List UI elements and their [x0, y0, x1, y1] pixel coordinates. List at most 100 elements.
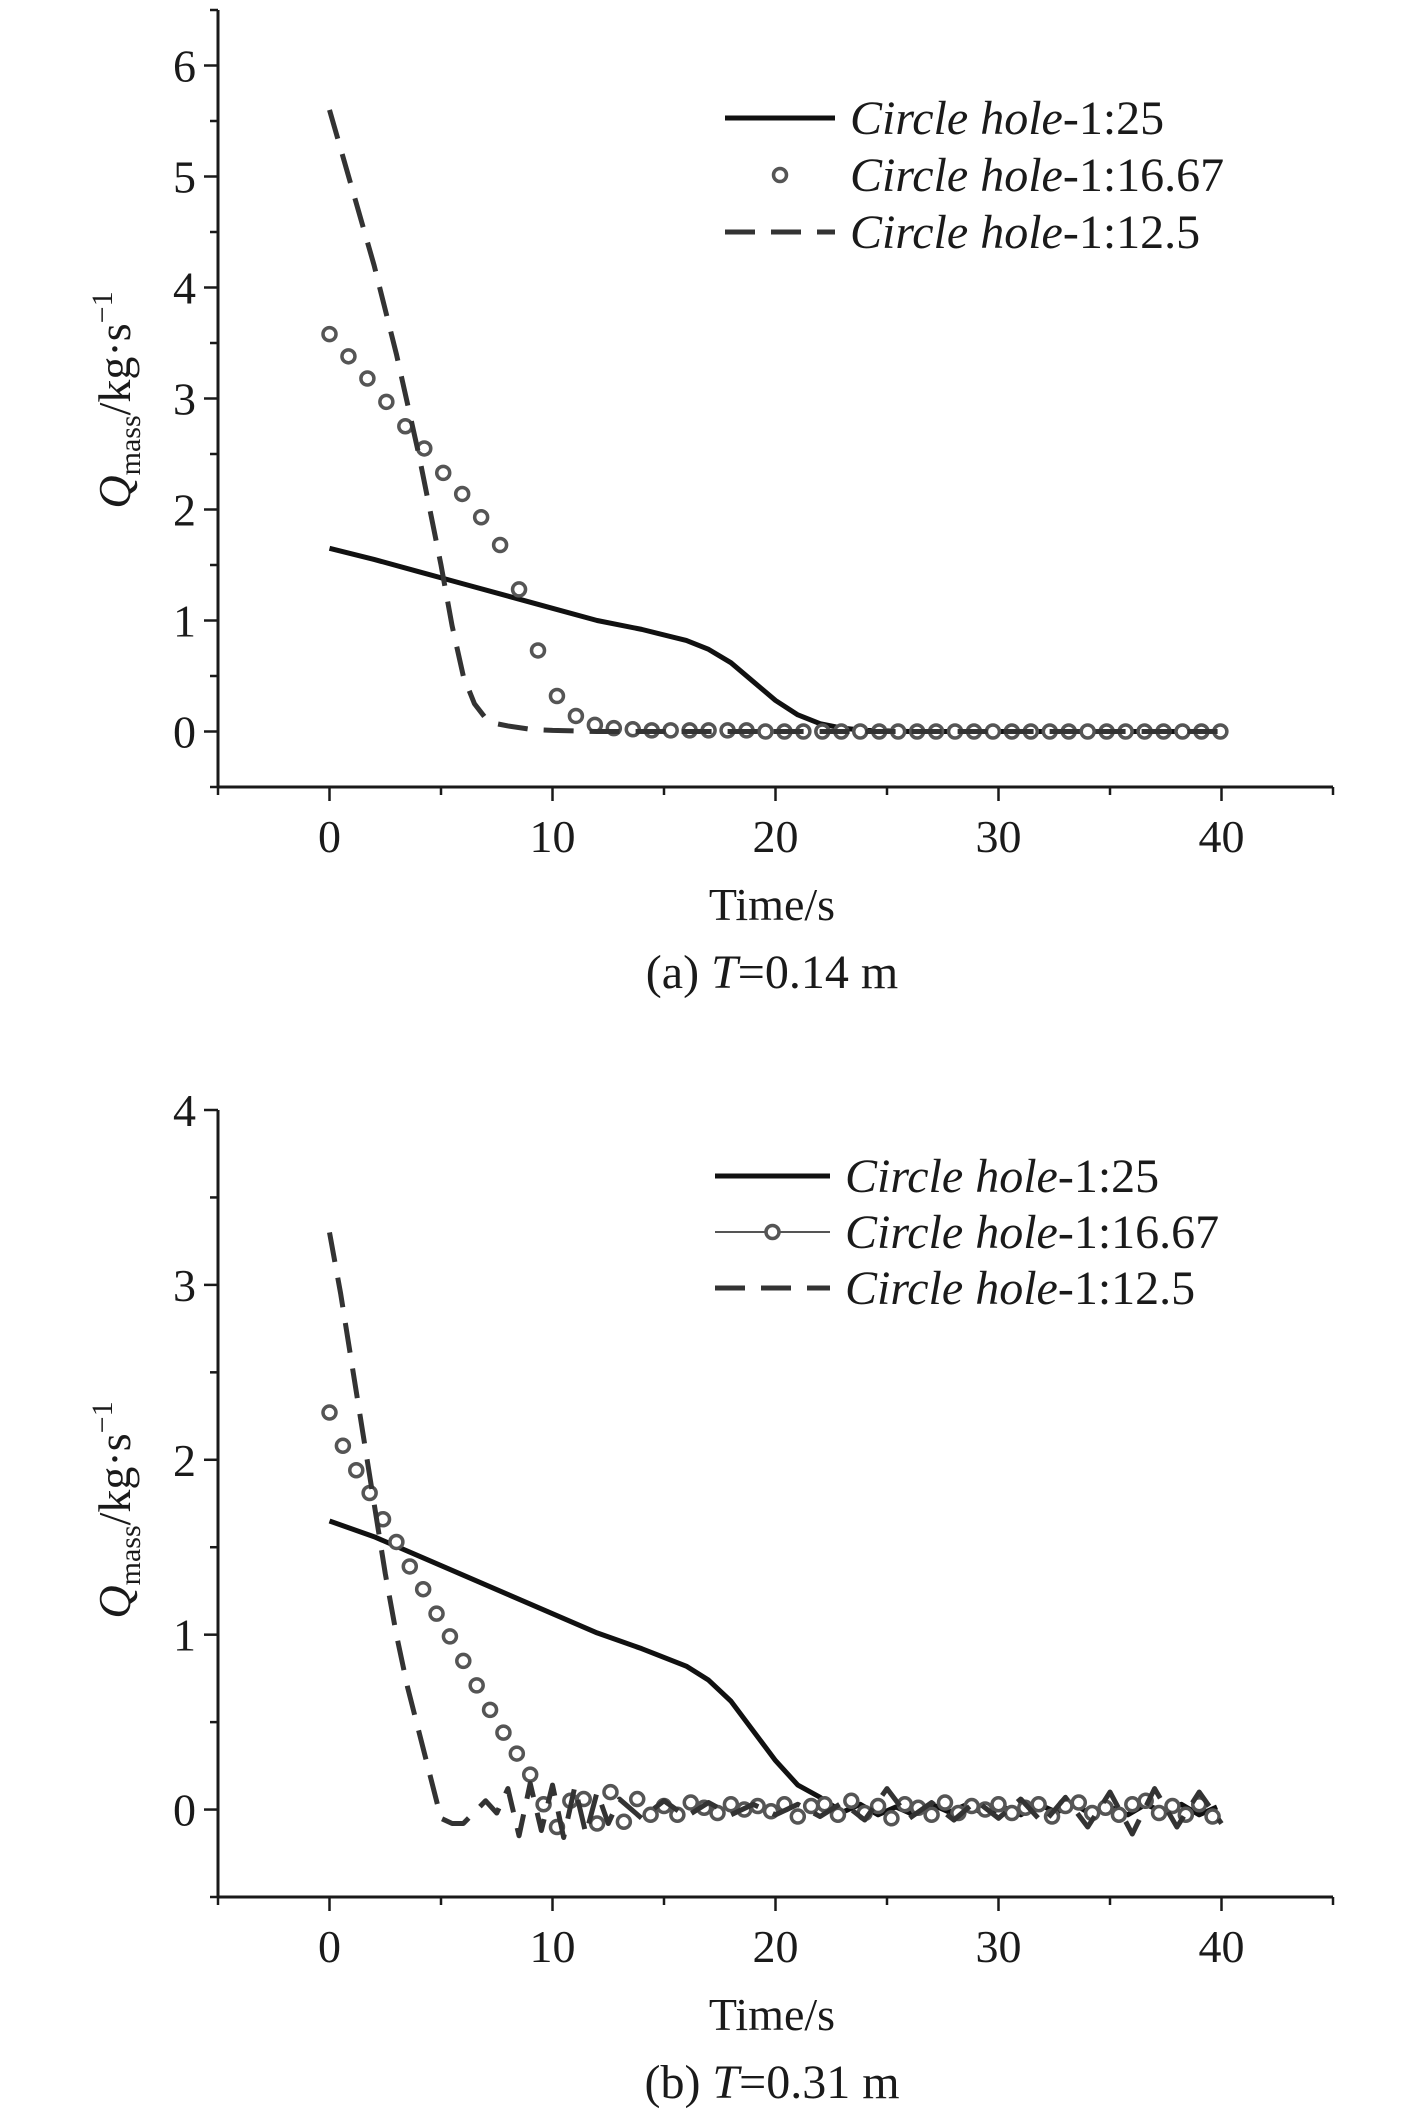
series-marker-1-16-67 [359, 370, 376, 387]
y-axis-var-a: Q [89, 475, 140, 508]
series-marker-1-16-67 [1003, 1804, 1021, 1822]
series-marker-1-16-67 [1164, 1797, 1181, 1815]
series-marker-1-16-67 [481, 1701, 499, 1719]
series-marker-1-16-67 [588, 1815, 606, 1832]
y-axis-sub-a: mass [114, 415, 147, 475]
chart-panel-a: 0 10 20 30 40 0 1 2 3 4 5 6 Time/s Qmass/kg·s−1 (a)… [86, 8, 1335, 999]
series-marker-1-16-67 [472, 509, 490, 526]
series-marker-1-16-67 [491, 536, 509, 554]
series-marker-1-16-67 [802, 1797, 820, 1815]
series-marker-1-16-67 [378, 393, 395, 411]
y-axis-sup-a: −1 [86, 291, 119, 323]
x-tick-label: 0 [318, 1921, 341, 1972]
legend-label-ratio: -1:25 [1058, 1150, 1159, 1203]
series-marker-1-16-67 [495, 1724, 512, 1741]
legend-label-italic: Circle hole [845, 1150, 1058, 1203]
y-tick-label: 3 [173, 1260, 196, 1311]
x-tick-label: 30 [976, 1921, 1022, 1972]
x-tick-label: 30 [976, 811, 1022, 862]
legend-label-italic: Circle hole [850, 206, 1063, 259]
series-marker-1-16-67 [508, 1745, 526, 1762]
series-marker-1-16-67 [1150, 1804, 1168, 1822]
legend-label-ratio: -1:16.67 [1063, 149, 1224, 202]
ticks-layer-a: 0 10 20 30 40 0 1 2 3 4 5 6 [173, 8, 1335, 862]
legend-label: Circle hole-1:16.67 [845, 1206, 1219, 1259]
series-marker-1-16-67 [615, 1813, 633, 1831]
series-marker-1-16-67 [1204, 1808, 1221, 1825]
caption-b-var: T [712, 2056, 742, 2109]
legend-label-italic: Circle hole [850, 149, 1063, 202]
series-marker-1-16-67 [321, 325, 338, 343]
legend-label: Circle hole-1:25 [850, 92, 1164, 145]
legend-label-italic: Circle hole [845, 1206, 1058, 1259]
y-tick-label: 4 [173, 1085, 196, 1136]
series-marker-1-16-67 [401, 1558, 419, 1575]
series-marker-1-16-67 [1070, 1794, 1088, 1811]
x-tick-label: 20 [753, 1921, 799, 1972]
series-line-1-12-5 [327, 1231, 1224, 1841]
series-marker-1-16-67 [414, 1580, 432, 1598]
series-marker-1-16-67 [1124, 1796, 1141, 1813]
series-marker-1-16-67 [434, 464, 452, 482]
y-axis-var-b: Q [89, 1585, 140, 1618]
series-marker-1-16-67 [348, 1462, 365, 1479]
series-marker-1-16-67 [340, 348, 357, 365]
legend-swatch-circle [771, 166, 789, 184]
series-layer-a [321, 109, 1229, 740]
series-marker-1-16-67 [722, 1796, 740, 1813]
y-axis-title-a: Qmass/kg·s−1 [86, 291, 147, 508]
series-marker-1-16-67 [923, 1806, 940, 1824]
caption-a-var: T [711, 946, 741, 999]
x-tick-label: 10 [530, 1921, 576, 1972]
caption-b-prefix: (b) [644, 2056, 712, 2109]
x-tick-label: 40 [1199, 1921, 1245, 1972]
series-marker-1-16-67 [883, 1810, 900, 1827]
y-tick-label: 2 [173, 1435, 196, 1486]
series-marker-1-16-67 [990, 1796, 1007, 1813]
series-marker-1-16-67 [521, 1766, 539, 1783]
series-marker-1-16-67 [936, 1794, 954, 1811]
series-marker-1-16-67 [321, 1404, 338, 1421]
legend-label-ratio: -1:16.67 [1058, 1206, 1219, 1259]
x-tick-label: 10 [530, 811, 576, 862]
y-tick-label: 3 [173, 374, 196, 425]
series-marker-1-16-67 [851, 723, 869, 740]
series-marker-1-16-67 [1174, 723, 1191, 740]
y-tick-label: 0 [173, 1785, 196, 1836]
y-axis-title-b: Qmass/kg·s−1 [86, 1401, 147, 1618]
series-marker-1-16-67 [548, 687, 566, 705]
x-axis-title-b: Time/s [709, 1989, 835, 2040]
series-marker-1-16-67 [334, 1437, 352, 1455]
y-axis-sub-b: mass [114, 1525, 147, 1585]
y-tick-label: 6 [173, 41, 196, 92]
series-marker-1-16-67 [1030, 1796, 1047, 1813]
legend-swatch-circle [764, 1223, 781, 1241]
legend-label-ratio: -1:12.5 [1063, 206, 1200, 259]
legend-label-italic: Circle hole [845, 1262, 1058, 1315]
y-tick-label: 1 [173, 1610, 196, 1661]
legend-label-italic: Circle hole [850, 92, 1063, 145]
y-axis-unit-b: /kg·s [89, 1433, 140, 1525]
series-marker-1-16-67 [709, 1804, 726, 1822]
caption-b: (b) T=0.31 m [644, 2056, 899, 2109]
y-tick-label: 2 [173, 485, 196, 536]
series-marker-1-16-67 [642, 1806, 659, 1824]
series-marker-1-16-67 [567, 707, 585, 725]
y-axis-sup-b: −1 [86, 1401, 119, 1433]
caption-b-suffix: =0.31 m [739, 2056, 899, 2109]
legend-label-ratio: -1:25 [1063, 92, 1164, 145]
series-marker-1-16-67 [455, 1652, 472, 1670]
series-marker-1-16-67 [453, 485, 471, 503]
legend-label: Circle hole-1:12.5 [845, 1262, 1195, 1315]
caption-a-prefix: (a) [646, 946, 711, 999]
x-tick-label: 40 [1199, 811, 1245, 862]
series-marker-1-16-67 [468, 1677, 485, 1694]
series-marker-1-16-67 [984, 723, 1002, 740]
series-marker-1-16-67 [662, 722, 679, 739]
series-marker-1-16-67 [510, 581, 528, 598]
series-marker-1-16-67 [388, 1533, 405, 1551]
series-marker-1-16-67 [789, 1808, 807, 1825]
legend-label: Circle hole-1:16.67 [850, 149, 1224, 202]
